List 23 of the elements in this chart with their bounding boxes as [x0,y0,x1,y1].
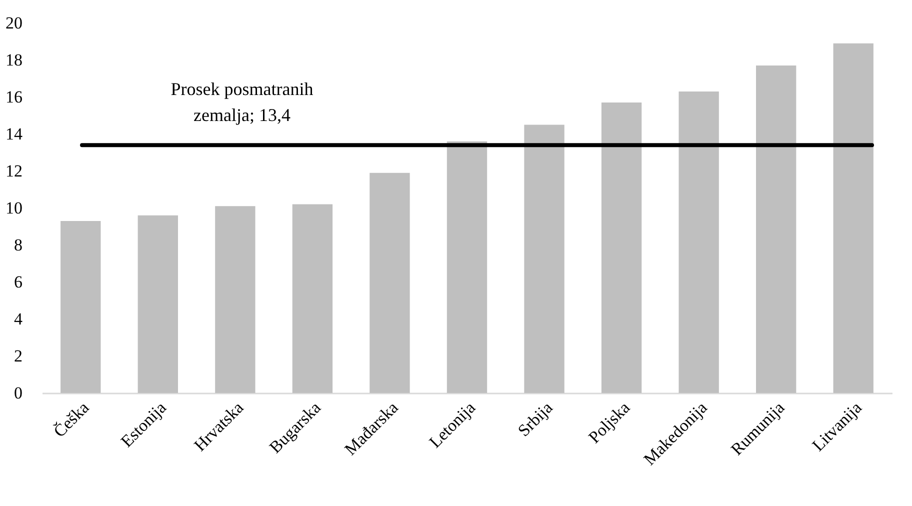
bar [678,91,719,393]
y-tick-label: 2 [14,346,22,366]
bar [601,102,642,393]
y-tick-label: 20 [6,14,22,32]
y-tick-label: 6 [14,272,22,292]
bar [446,141,488,393]
y-tick-label: 12 [6,162,22,180]
bar [215,206,256,393]
bar [60,220,101,393]
y-tick-label: 8 [14,236,22,254]
bar [756,66,796,393]
bar [138,215,178,393]
y-tick-label: 0 [14,384,22,402]
y-tick-label: 10 [6,198,22,218]
bar [524,124,564,393]
y-tick-label: 18 [6,50,22,70]
bar [833,43,874,393]
y-tick-label: 14 [6,124,23,144]
y-tick-label: 4 [14,310,23,328]
ref-line-label: Prosek posmatranih zemalja; 13,4 [170,79,314,126]
bar [292,204,333,393]
y-tick-label: 16 [6,88,22,106]
bar [370,172,410,393]
